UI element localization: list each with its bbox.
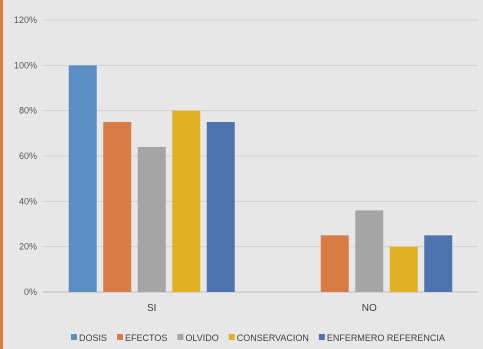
y-tick-label: 60% (19, 151, 37, 161)
legend-label: OLVIDO (185, 333, 218, 343)
legend-label: CONSERVACION (237, 333, 309, 343)
legend-label: ENFERMERO REFERENCIA (327, 333, 445, 343)
bar-enfermero-referencia-si (206, 122, 235, 292)
bar-efectos-si (103, 122, 132, 292)
bar-olvido-no (355, 210, 384, 292)
legend-label: DOSIS (79, 333, 107, 343)
bar-chart: 0% 20% 40% 60% 80% 100% 120% SI NO DOSIS EFECTOS… (14, 15, 478, 343)
legend-swatch (117, 334, 124, 340)
y-tick-label: 120% (14, 15, 37, 25)
bars (68, 65, 453, 293)
legend: DOSIS EFECTOS OLVIDO CONSERVACION ENFERMERO … (71, 333, 445, 343)
bar-conservacion-si (172, 110, 201, 293)
legend-swatch (228, 334, 235, 340)
y-tick-label: 80% (19, 106, 37, 116)
y-tick-label: 40% (19, 196, 37, 206)
bar-efectos-no (320, 235, 349, 292)
y-tick-label: 100% (14, 60, 37, 70)
legend-swatch (177, 334, 184, 340)
x-category-label: NO (362, 303, 377, 314)
x-axis-categories: SI NO (147, 303, 377, 314)
legend-swatch (318, 334, 325, 340)
y-tick-label: 0% (24, 287, 37, 297)
y-axis-ticks: 0% 20% 40% 60% 80% 100% 120% (14, 15, 37, 297)
bar-dosis-si (68, 65, 97, 292)
bar-conservacion-no (389, 246, 418, 292)
x-category-label: SI (147, 303, 156, 314)
legend-label: EFECTOS (125, 333, 167, 343)
legend-swatch (71, 334, 77, 340)
y-tick-label: 20% (19, 242, 37, 252)
bar-olvido-si (137, 146, 166, 292)
bar-enfermero-referencia-no (424, 235, 453, 292)
